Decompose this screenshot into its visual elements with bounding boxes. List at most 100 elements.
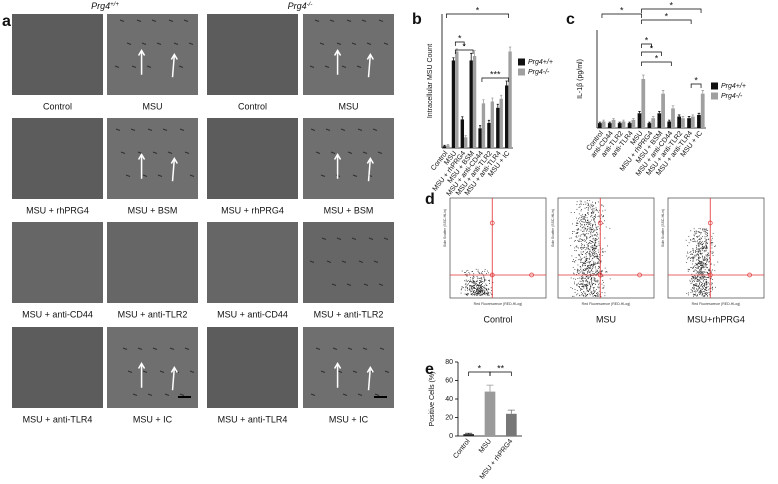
scatter-texture (578, 269, 579, 271)
scatter-texture (594, 216, 596, 217)
cell-streak (179, 393, 185, 396)
cell-streak (358, 260, 364, 263)
scatter-texture (580, 253, 582, 255)
bar (627, 123, 632, 128)
scatter-texture (699, 232, 701, 233)
significance-bracket (690, 83, 702, 88)
scatter-texture (481, 272, 482, 274)
scatter-texture (699, 291, 700, 293)
scatter-texture (588, 253, 590, 255)
y-tick-label: 20 (445, 414, 453, 421)
scatter-texture (580, 260, 582, 262)
scatter-texture (582, 273, 584, 275)
scatter-texture (581, 294, 583, 296)
scatter-texture (594, 239, 596, 241)
scatter-texture (476, 279, 478, 281)
scatter-texture (583, 269, 585, 271)
scatter-texture (583, 246, 585, 248)
scatter-texture (702, 246, 704, 248)
scatter-texture (579, 240, 581, 242)
scatter-texture (474, 283, 476, 285)
scatter-texture (595, 271, 597, 273)
scatter-texture (594, 242, 596, 244)
scatter-texture (582, 254, 584, 255)
scatter-texture (586, 283, 588, 285)
scatter-texture (480, 280, 482, 282)
scatter-texture (587, 205, 589, 207)
scatter-texture (598, 262, 600, 264)
scatter-texture (584, 269, 586, 270)
scatter-texture (480, 294, 482, 296)
scatter-texture (706, 279, 707, 280)
error-bar (618, 121, 621, 124)
scatter-texture (690, 239, 692, 241)
scatter-texture (603, 205, 605, 207)
scatter-texture (694, 240, 696, 242)
scatter-texture (597, 293, 599, 295)
scatter-texture (710, 251, 712, 253)
caption: MSU + rhPRG4 (26, 205, 89, 215)
scatter-texture (591, 272, 593, 274)
scatter-texture (583, 285, 585, 287)
scatter-texture (577, 247, 579, 249)
scatter-texture (472, 277, 474, 279)
scatter-texture (586, 207, 587, 208)
scatter-texture (686, 255, 688, 257)
scatter-texture (705, 230, 707, 232)
cell-streak (357, 128, 363, 131)
panel-label: b (412, 11, 422, 28)
bar (661, 93, 665, 128)
cell-streak (315, 347, 321, 350)
scatter-texture (580, 258, 582, 260)
scatter-texture (472, 291, 474, 293)
scatter-texture (484, 279, 486, 281)
scatter-texture (704, 257, 706, 259)
scatter-texture (595, 209, 597, 211)
scatter-texture (588, 204, 590, 206)
scatter-texture (467, 292, 469, 294)
scatter-texture (700, 237, 702, 239)
cell-streak (351, 42, 357, 45)
scatter-texture (702, 264, 703, 266)
scatter-texture (468, 272, 470, 273)
scatter-texture (595, 280, 597, 282)
scatter-texture (700, 271, 702, 273)
scatter-texture (477, 285, 479, 287)
scatter-texture (594, 221, 596, 223)
scatter-texture (705, 240, 707, 242)
scatter-texture (707, 295, 709, 297)
scatter-texture (593, 221, 595, 223)
scatter-texture (475, 292, 477, 294)
scatter-texture (461, 286, 463, 287)
scatter-texture (692, 258, 694, 260)
scatter-texture (581, 249, 583, 250)
scatter-texture (591, 232, 593, 233)
error-bar (507, 409, 515, 414)
scatter-texture (598, 243, 600, 245)
scatter-texture (701, 275, 703, 277)
scatter-texture (581, 219, 583, 220)
scatter-texture (595, 242, 597, 244)
scatter-texture (695, 230, 697, 232)
scatter-texture (588, 249, 590, 250)
scatter-texture (591, 276, 593, 278)
scatter-texture (701, 264, 703, 266)
scatter-texture (595, 247, 597, 249)
scatter-texture (701, 260, 702, 262)
error-bar (677, 114, 681, 117)
scatter-texture (706, 229, 708, 231)
scatter-texture (597, 226, 599, 228)
scatter-texture (485, 289, 487, 291)
scatter-texture (702, 248, 703, 250)
scatter-texture (597, 294, 599, 296)
scatter-texture (596, 245, 598, 247)
scatter-texture (589, 253, 591, 255)
scatter-texture (587, 284, 588, 286)
micrograph (207, 222, 298, 303)
scatter-texture (591, 263, 593, 265)
cell-streak (132, 393, 138, 396)
scatter-texture (695, 232, 697, 234)
scatter-texture (571, 255, 573, 257)
scatter-texture (591, 252, 593, 254)
scatter-texture (585, 285, 587, 287)
